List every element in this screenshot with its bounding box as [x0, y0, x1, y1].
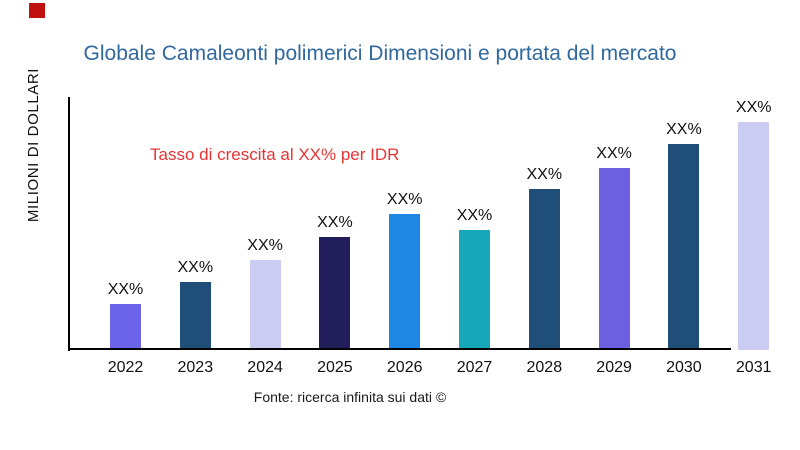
- chart-title: Globale Camaleonti polimerici Dimensioni…: [83, 42, 677, 65]
- bar-year-label: 2027: [456, 359, 493, 376]
- bar-year-label: 2022: [107, 359, 144, 376]
- bar-rect: [319, 237, 351, 350]
- bar-value-label: XX%: [247, 237, 283, 254]
- bar-rect: [528, 189, 560, 350]
- bar-value-label: XX%: [177, 259, 214, 276]
- bar-rect: [389, 214, 421, 350]
- bar-rect: [249, 260, 281, 350]
- bar-group-2026: XX% 2026: [370, 191, 440, 376]
- bar-year-label: 2030: [666, 359, 702, 376]
- bar-value-label: XX%: [386, 191, 423, 208]
- y-axis-line: [68, 97, 70, 351]
- bar-value-label: XX%: [107, 281, 144, 298]
- bar-year-label: 2024: [247, 359, 283, 376]
- bar-group-2025: XX% 2025: [300, 214, 370, 376]
- brand-mark-square: [29, 3, 45, 18]
- bar-rect: [179, 282, 211, 350]
- bar-rect: [598, 168, 630, 350]
- bar-rect: [738, 122, 770, 350]
- bar-year-label: 2028: [526, 359, 563, 376]
- bar-value-label: XX%: [317, 214, 353, 231]
- bar-value-label: XX%: [666, 121, 702, 138]
- bar-year-label: 2023: [177, 359, 214, 376]
- bar-value-label: XX%: [456, 207, 493, 224]
- bar-value-label: XX%: [526, 166, 563, 183]
- bar-year-label: 2029: [596, 359, 632, 376]
- bar-group-2027: XX% 2027: [440, 207, 510, 376]
- bar-year-label: 2025: [317, 359, 353, 376]
- bar-group-2029: XX% 2029: [579, 145, 649, 376]
- bar-rect: [668, 144, 700, 350]
- bar-year-label: 2031: [735, 359, 772, 376]
- bar-value-label: XX%: [596, 145, 632, 162]
- bar-year-label: 2026: [386, 359, 423, 376]
- bar-value-label: XX%: [735, 99, 772, 116]
- bar-group-2023: XX% 2023: [160, 259, 230, 376]
- bar-group-2028: XX% 2028: [509, 166, 579, 376]
- bar-group-2022: XX% 2022: [91, 281, 161, 376]
- source-footer: Fonte: ricerca infinita sui dati ©: [253, 389, 447, 405]
- bar-group-2031: XX% 2031: [719, 99, 789, 376]
- x-axis-line: [68, 348, 731, 350]
- bar-rect: [110, 304, 141, 350]
- y-axis-label: MILIONI DI DOLLARI: [25, 67, 42, 223]
- growth-rate-annotation: Tasso di crescita al XX% per IDR: [150, 145, 400, 164]
- bar-rect: [459, 230, 490, 350]
- bar-group-2030: XX% 2030: [649, 121, 719, 376]
- bar-group-2024: XX% 2024: [230, 237, 300, 376]
